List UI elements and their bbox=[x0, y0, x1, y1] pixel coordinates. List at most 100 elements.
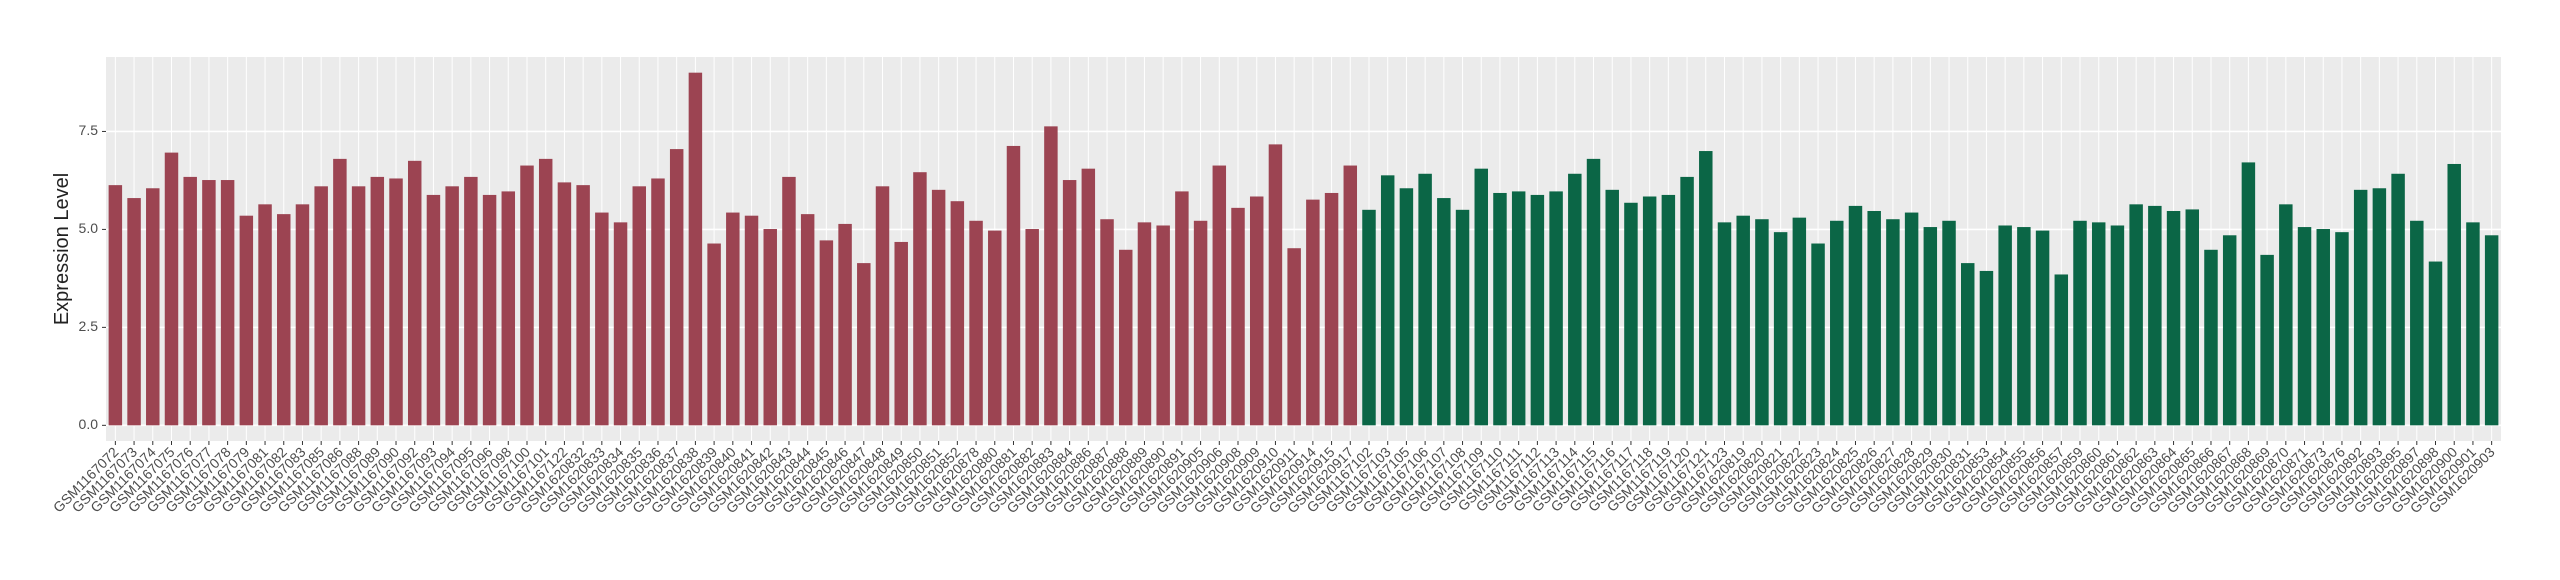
bar bbox=[2222, 235, 2237, 426]
bar bbox=[1942, 220, 1956, 426]
bar bbox=[1605, 189, 1619, 426]
bar bbox=[2166, 210, 2181, 426]
bar bbox=[1792, 217, 1807, 426]
bar bbox=[1755, 219, 1769, 426]
bar bbox=[669, 149, 684, 426]
bar bbox=[1511, 191, 1526, 426]
bar bbox=[2035, 230, 2050, 426]
bar bbox=[988, 230, 1002, 426]
bar bbox=[1025, 229, 1039, 426]
bar bbox=[2466, 222, 2480, 426]
bar bbox=[557, 182, 572, 426]
bar bbox=[2316, 229, 2330, 426]
bar bbox=[277, 214, 291, 426]
bar bbox=[1979, 270, 1994, 426]
bar bbox=[875, 186, 890, 426]
bar bbox=[744, 215, 759, 426]
bar bbox=[258, 204, 272, 426]
bar bbox=[1586, 158, 1601, 426]
bar bbox=[389, 178, 403, 426]
bar bbox=[2410, 220, 2424, 426]
bar bbox=[1998, 225, 2012, 426]
bar bbox=[445, 186, 459, 426]
bar bbox=[894, 241, 908, 426]
bar bbox=[2129, 204, 2143, 426]
bar bbox=[1904, 212, 1919, 426]
bar bbox=[1568, 173, 1582, 426]
bar bbox=[782, 176, 796, 426]
bar bbox=[2297, 227, 2312, 426]
bar bbox=[1961, 263, 1975, 426]
bar bbox=[1175, 191, 1189, 426]
bar bbox=[1830, 220, 1844, 426]
y-tick-label: 7.5 bbox=[79, 122, 99, 138]
bar bbox=[857, 263, 871, 426]
bar bbox=[1680, 176, 1694, 426]
bar bbox=[1006, 145, 1021, 426]
bar bbox=[688, 72, 703, 426]
bar bbox=[2372, 188, 2387, 426]
bar bbox=[1474, 168, 1488, 426]
bar bbox=[763, 229, 777, 426]
bar bbox=[239, 215, 254, 426]
bar bbox=[1231, 207, 1245, 426]
bar bbox=[2484, 235, 2499, 426]
bar bbox=[1437, 198, 1451, 426]
bar bbox=[931, 189, 946, 426]
bar bbox=[651, 178, 665, 426]
bar bbox=[707, 243, 721, 426]
bar bbox=[913, 172, 927, 426]
bar bbox=[1624, 202, 1638, 426]
bar bbox=[1137, 222, 1152, 426]
bar bbox=[108, 185, 123, 426]
bar bbox=[1249, 196, 1264, 426]
bar bbox=[1736, 215, 1750, 426]
bar bbox=[2428, 261, 2443, 426]
bar bbox=[1343, 165, 1358, 426]
bar bbox=[2054, 274, 2069, 426]
bar bbox=[969, 220, 983, 426]
bar bbox=[164, 152, 179, 426]
bar bbox=[1773, 232, 1788, 426]
bar bbox=[538, 158, 553, 426]
bar bbox=[2335, 232, 2349, 426]
bar bbox=[295, 204, 310, 426]
bar bbox=[2391, 173, 2405, 426]
bar bbox=[127, 198, 141, 426]
bar bbox=[2185, 209, 2200, 426]
bar bbox=[2110, 225, 2125, 426]
bar bbox=[220, 180, 235, 426]
bar bbox=[1062, 180, 1077, 426]
bar bbox=[1193, 220, 1208, 426]
bar bbox=[1549, 191, 1563, 426]
bar bbox=[2091, 222, 2106, 426]
bar bbox=[1848, 205, 1863, 426]
bar bbox=[1268, 144, 1283, 426]
y-tick-label: 0.0 bbox=[79, 416, 99, 432]
bar bbox=[2353, 189, 2368, 426]
bar bbox=[1923, 227, 1938, 426]
bar bbox=[370, 176, 385, 426]
bar bbox=[2260, 254, 2274, 426]
bar bbox=[1642, 196, 1657, 426]
bar bbox=[613, 222, 628, 426]
bar bbox=[1811, 243, 1825, 426]
bar bbox=[819, 240, 834, 426]
bar bbox=[1212, 165, 1227, 426]
bar bbox=[1493, 192, 1507, 426]
bar bbox=[1699, 151, 1713, 426]
y-axis-label: Expression Level bbox=[51, 173, 73, 325]
bar bbox=[1324, 192, 1339, 426]
bar bbox=[576, 185, 590, 426]
bar bbox=[632, 186, 646, 426]
bar bbox=[1530, 194, 1545, 426]
bar bbox=[2279, 204, 2293, 426]
bar bbox=[2073, 220, 2087, 426]
bar bbox=[1661, 194, 1676, 426]
bar bbox=[950, 201, 965, 426]
bar bbox=[726, 212, 740, 426]
bar bbox=[1156, 225, 1170, 426]
bar bbox=[520, 165, 534, 426]
bar bbox=[146, 188, 160, 426]
bar bbox=[1867, 210, 1881, 426]
